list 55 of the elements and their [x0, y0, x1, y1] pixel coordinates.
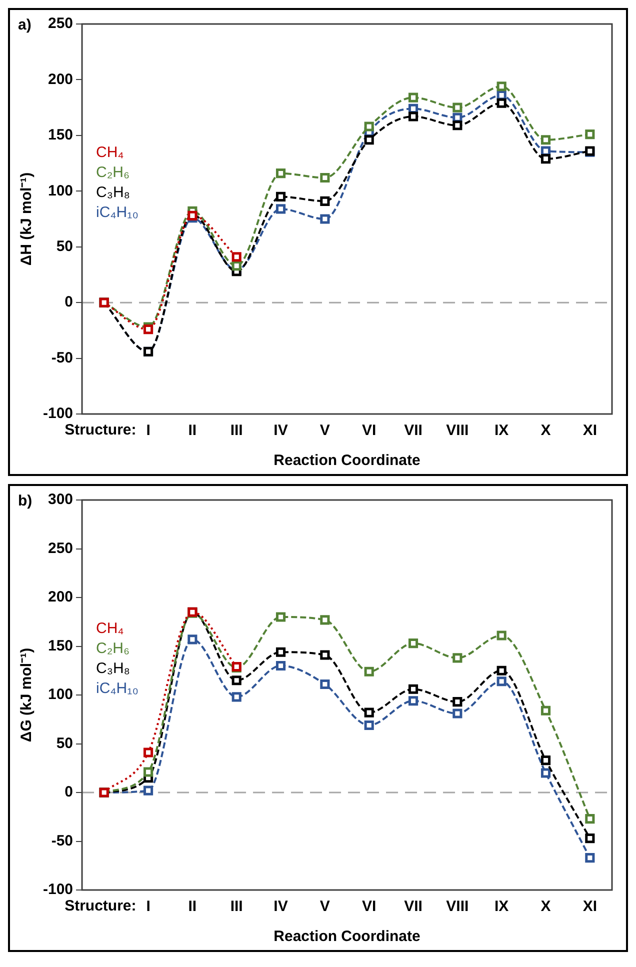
x-tick-label: IV: [274, 422, 288, 440]
x-tick-label: IX: [494, 898, 509, 916]
x-tick-label: IX: [494, 422, 509, 440]
text: iC₄H₁₀: [96, 680, 138, 697]
y-tick-label: 200: [48, 588, 74, 606]
y-tick-label: 50: [56, 734, 74, 752]
x-tick-label: I: [146, 898, 150, 916]
text: CH₄: [96, 620, 124, 637]
y-tick-label: 250: [48, 540, 74, 557]
y-tick-label: 250: [48, 15, 74, 32]
y-axis-title: ΔH (kJ mol⁻¹): [18, 172, 36, 266]
x-tick-label: VI: [362, 422, 376, 440]
x-tick-label: II: [188, 898, 197, 916]
text: C₂H₆: [96, 640, 130, 657]
y-tick-label: 150: [48, 126, 74, 144]
x-tick-label: VII: [404, 422, 422, 440]
x-tick-label: IV: [274, 898, 288, 916]
y-axis-title: ΔG (kJ mol⁻¹): [18, 648, 36, 742]
y-tick-label: 0: [64, 294, 74, 311]
x-tick-label: VIII: [446, 422, 469, 440]
x-tick-label: XI: [582, 898, 598, 916]
y-tick-label: -100: [42, 405, 74, 422]
x-tick-label: VII: [404, 898, 422, 916]
x-tick-label: VI: [362, 898, 376, 916]
text: C₃H₈: [96, 660, 130, 677]
x-tick-label: X: [540, 422, 551, 440]
x-axis-title: Reaction Coordinate: [274, 452, 420, 470]
y-tick-label: 50: [56, 238, 74, 255]
y-tick-label: 150: [48, 637, 74, 654]
x-tick-label: XI: [582, 422, 598, 440]
x-tick-label: I: [146, 422, 150, 440]
y-tick-label: 100: [48, 686, 74, 704]
y-tick-label: 100: [48, 182, 74, 200]
y-tick-label: -50: [51, 349, 74, 366]
x-tick-label: VIII: [446, 898, 469, 916]
x-tick-label: II: [188, 422, 197, 440]
chart-title: b): [18, 492, 32, 510]
x-tick-label: III: [230, 422, 243, 440]
y-tick-label: -50: [51, 832, 74, 850]
x-tick-label: V: [320, 422, 330, 440]
y-tick-label: -100: [42, 881, 74, 898]
text: Structure:: [64, 898, 136, 915]
y-tick-label: 200: [48, 70, 74, 88]
x-tick-label: X: [540, 898, 551, 916]
chart-title: a): [18, 16, 32, 34]
text: iC₄H₁₀: [96, 204, 138, 221]
x-tick-label: V: [320, 898, 330, 916]
y-tick-label: 300: [48, 491, 74, 508]
text: CH₄: [96, 144, 124, 161]
y-tick-label: 0: [64, 784, 74, 801]
text: C₃H₈: [96, 184, 130, 201]
x-tick-label: III: [230, 898, 243, 916]
text: Structure:: [64, 422, 136, 439]
x-axis-title: Reaction Coordinate: [274, 928, 420, 946]
text: C₂H₆: [96, 164, 130, 181]
